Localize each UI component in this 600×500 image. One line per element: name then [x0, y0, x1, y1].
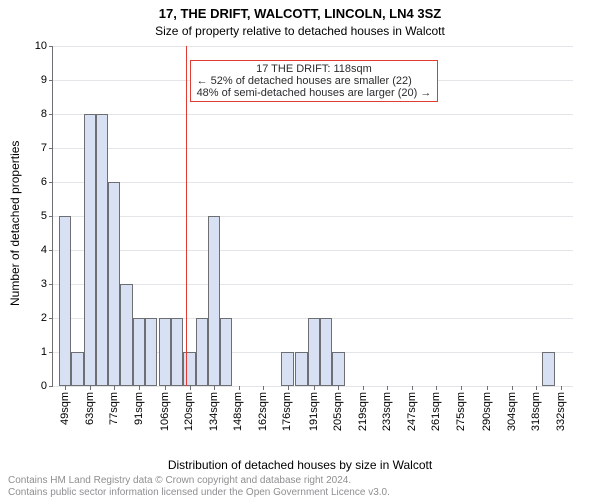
histogram-bar: [133, 318, 145, 386]
histogram-bar: [332, 352, 344, 386]
y-axis-label: Number of detached properties: [8, 141, 22, 306]
chart-title-line1: 17, THE DRIFT, WALCOTT, LINCOLN, LN4 3SZ: [0, 6, 600, 21]
histogram-bar: [159, 318, 171, 386]
x-tick-label: 318sqm: [530, 392, 542, 431]
histogram-bar: [96, 114, 108, 386]
histogram-bar: [171, 318, 183, 386]
y-tick-label: 10: [35, 40, 47, 52]
gridline: [53, 46, 573, 47]
x-tick-label: 49sqm: [59, 392, 71, 425]
y-tick-label: 8: [41, 108, 47, 120]
x-tick-label: 275sqm: [455, 392, 467, 431]
histogram-bar: [145, 318, 157, 386]
x-tick-label: 219sqm: [357, 392, 369, 431]
y-tick-label: 2: [41, 312, 47, 324]
gridline: [53, 216, 573, 217]
x-tick-label: 290sqm: [481, 392, 493, 431]
histogram-bar: [295, 352, 307, 386]
x-tick-label: 304sqm: [506, 392, 518, 431]
histogram-bar: [308, 318, 320, 386]
footnote-line-2: Contains public sector information licen…: [8, 487, 390, 498]
y-tick-label: 7: [41, 142, 47, 154]
x-tick-label: 162sqm: [257, 392, 269, 431]
x-tick-label: 332sqm: [555, 392, 567, 431]
gridline: [53, 182, 573, 183]
y-tick-label: 6: [41, 176, 47, 188]
y-tick-label: 1: [41, 346, 47, 358]
x-tick-label: 134sqm: [208, 392, 220, 431]
x-tick-label: 247sqm: [406, 392, 418, 431]
y-tick-label: 4: [41, 244, 47, 256]
x-tick-label: 106sqm: [159, 392, 171, 431]
histogram-bar: [220, 318, 232, 386]
histogram-bar: [108, 182, 120, 386]
annotation-line: 48% of semi-detached houses are larger (…: [197, 87, 432, 99]
x-tick-label: 261sqm: [430, 392, 442, 431]
y-tick-label: 3: [41, 278, 47, 290]
histogram-bar: [71, 352, 83, 386]
plot-area: 01234567891049sqm63sqm77sqm91sqm106sqm12…: [52, 46, 573, 387]
histogram-bar: [120, 284, 132, 386]
x-tick-label: 148sqm: [233, 392, 245, 431]
chart-title-line2: Size of property relative to detached ho…: [0, 24, 600, 38]
histogram-bar: [59, 216, 71, 386]
y-tick-label: 9: [41, 74, 47, 86]
histogram-bar: [196, 318, 208, 386]
x-tick-label: 120sqm: [184, 392, 196, 431]
gridline: [53, 114, 573, 115]
x-tick-label: 63sqm: [84, 392, 96, 425]
histogram-bar: [208, 216, 220, 386]
x-tick-label: 205sqm: [332, 392, 344, 431]
gridline: [53, 250, 573, 251]
y-tick-label: 5: [41, 210, 47, 222]
x-axis-label: Distribution of detached houses by size …: [0, 458, 600, 472]
x-tick-label: 77sqm: [108, 392, 120, 425]
histogram-bar: [542, 352, 554, 386]
histogram-bar: [281, 352, 293, 386]
reference-marker: [186, 46, 187, 386]
histogram-bar: [84, 114, 96, 386]
x-tick-label: 91sqm: [133, 392, 145, 425]
x-tick-label: 233sqm: [381, 392, 393, 431]
annotation-line: ← 52% of detached houses are smaller (22…: [197, 75, 432, 87]
y-tick-label: 0: [41, 380, 47, 392]
chart-footnote: Contains HM Land Registry data © Crown c…: [8, 475, 592, 498]
footnote-line-1: Contains HM Land Registry data © Crown c…: [8, 475, 351, 486]
histogram-bar: [320, 318, 332, 386]
annotation-line: 17 THE DRIFT: 118sqm: [197, 63, 432, 75]
gridline: [53, 148, 573, 149]
x-tick-label: 191sqm: [308, 392, 320, 431]
x-tick-label: 176sqm: [282, 392, 294, 431]
annotation-box: 17 THE DRIFT: 118sqm← 52% of detached ho…: [190, 60, 439, 102]
